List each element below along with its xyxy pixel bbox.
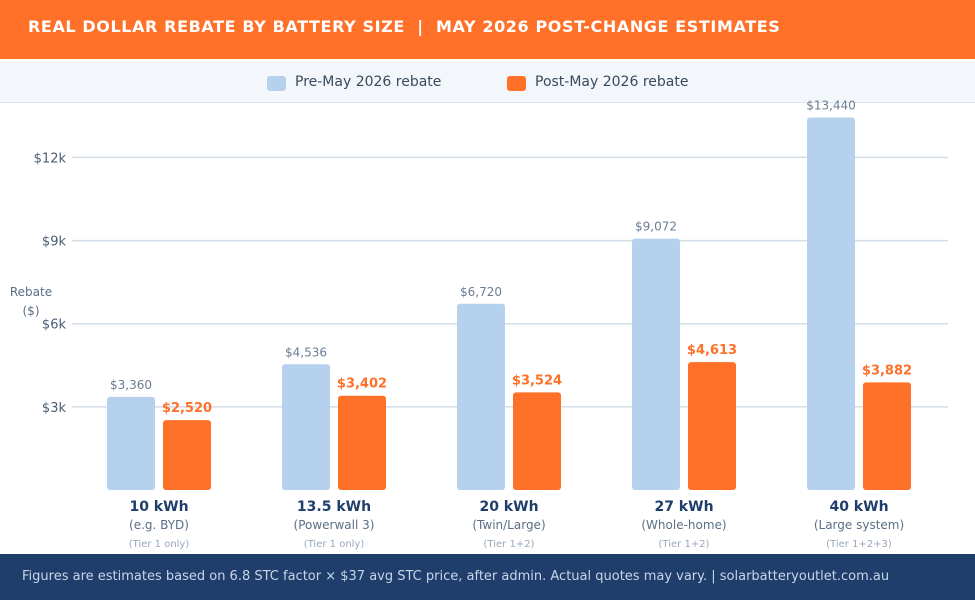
x-tick-sublabel: (Twin/Large) — [472, 518, 545, 532]
y-tick-label: $9k — [42, 235, 67, 250]
x-tick-sublabel: (e.g. BYD) — [129, 518, 189, 532]
y-axis: $3k $6k $9k $12k — [34, 151, 67, 415]
x-tick-label: 27 kWh — [654, 499, 713, 515]
bar-pre — [282, 364, 330, 490]
x-tick-tier: (Tier 1+2+3) — [826, 539, 892, 550]
x-tick-tier: (Tier 1+2) — [659, 539, 710, 550]
bar-post — [163, 420, 211, 490]
bar-pre — [107, 396, 155, 490]
bar-post — [338, 395, 386, 490]
x-tick-tier: (Tier 1 only) — [129, 539, 190, 550]
legend-label-post: Post-May 2026 rebate — [535, 74, 689, 90]
legend-swatch-pre — [267, 76, 286, 91]
data-label-pre: $13,440 — [806, 99, 856, 113]
footer-note: Figures are estimates based on 6.8 STC f… — [22, 569, 890, 584]
bars: $3,360 $4,536 $6,720 $9,072 $13,440 $2,520 $3,… — [107, 99, 912, 491]
data-label-pre: $4,536 — [285, 345, 327, 359]
footer: Figures are estimates based on 6.8 STC f… — [0, 554, 975, 600]
x-tick-label: 13.5 kWh — [297, 499, 371, 515]
data-label-post: $4,613 — [687, 343, 737, 358]
data-label-pre: $9,072 — [635, 220, 677, 234]
chart-title: REAL DOLLAR REBATE BY BATTERY SIZE | MAY… — [28, 17, 781, 36]
bar-post — [688, 362, 736, 490]
bar-pre — [457, 303, 505, 490]
data-label-post: $3,882 — [862, 363, 912, 378]
x-axis-labels: 10 kWh (e.g. BYD) (Tier 1 only) 13.5 kWh (Po… — [129, 499, 904, 550]
legend-label-pre: Pre-May 2026 rebate — [295, 74, 442, 90]
x-tick-sublabel: (Large system) — [814, 518, 904, 532]
x-tick-label: 10 kWh — [129, 499, 188, 515]
x-tick-label: 40 kWh — [829, 499, 888, 515]
bar-post — [513, 392, 561, 490]
y-tick-label: $6k — [42, 318, 67, 333]
data-label-post: $3,524 — [512, 373, 562, 388]
x-tick-label: 20 kWh — [479, 499, 538, 515]
bar-pre — [632, 238, 680, 490]
y-axis-label-line1: Rebate — [10, 285, 52, 299]
data-label-post: $3,402 — [337, 377, 387, 392]
bar-pre — [807, 117, 855, 491]
x-tick-tier: (Tier 1+2) — [484, 539, 535, 550]
y-tick-label: $12k — [34, 151, 67, 166]
y-tick-label: $3k — [42, 401, 67, 416]
data-label-pre: $3,360 — [110, 378, 152, 392]
x-tick-tier: (Tier 1 only) — [304, 539, 365, 550]
data-label-post: $2,520 — [162, 401, 212, 416]
y-axis-label-line2: ($) — [23, 304, 40, 318]
chart-header: REAL DOLLAR REBATE BY BATTERY SIZE | MAY… — [0, 0, 975, 59]
legend-swatch-post — [507, 76, 526, 91]
x-tick-sublabel: (Whole-home) — [641, 518, 726, 532]
bar-chart: $3k $6k $9k $12k Rebate ($) $3,360 $4,536 $6,… — [10, 99, 948, 550]
legend: Pre-May 2026 rebate Post-May 2026 rebate — [0, 62, 975, 103]
grid-lines — [72, 156, 948, 408]
x-tick-sublabel: (Powerwall 3) — [294, 518, 375, 532]
bar-post — [863, 382, 911, 490]
data-label-pre: $6,720 — [460, 285, 502, 299]
